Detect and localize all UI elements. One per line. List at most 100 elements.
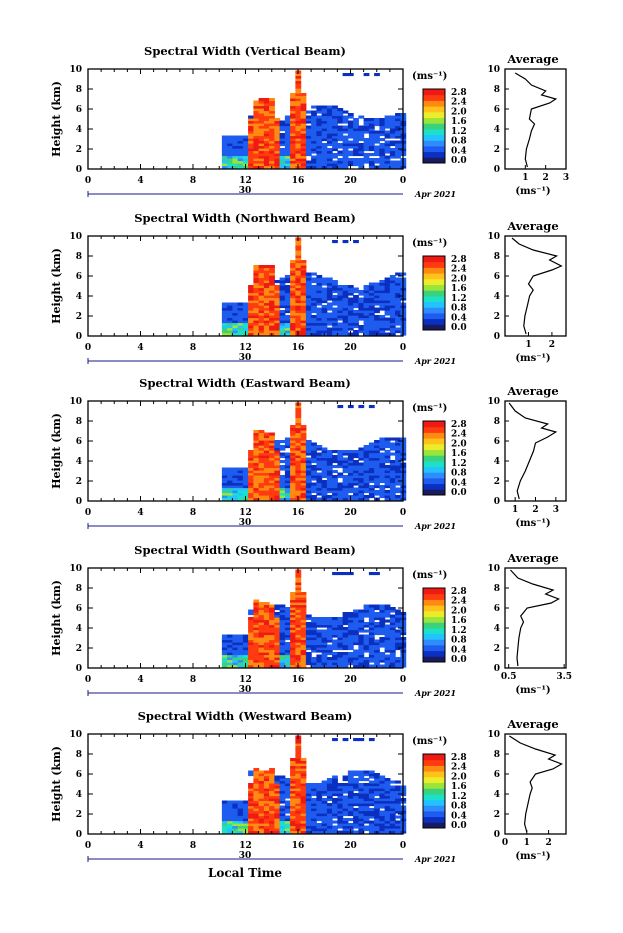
heatmap-cell <box>374 604 380 608</box>
heatmap-cell <box>358 492 365 496</box>
heatmap-cell <box>253 795 260 799</box>
heatmap-cell <box>305 295 312 299</box>
heatmap-cell <box>363 497 370 501</box>
heatmap-cell <box>384 790 391 794</box>
heatmap-cell <box>269 445 275 449</box>
heatmap-cell <box>384 662 391 666</box>
colorbar-segment <box>423 94 445 101</box>
heatmap-cell <box>379 480 386 484</box>
heatmap-cell <box>353 290 359 294</box>
heatmap-cell <box>274 120 281 124</box>
heatmap-cell <box>263 642 270 646</box>
heatmap-cell <box>300 320 307 324</box>
heatmap-cell <box>300 783 307 787</box>
heatmap-cell <box>321 624 328 628</box>
heatmap-cell <box>326 485 333 489</box>
panel-2: Spectral Width (Northward Beam)0246810He… <box>50 211 567 366</box>
heatmap-cell <box>253 317 260 321</box>
heatmap-cell <box>274 495 281 499</box>
heatmap-cell <box>395 290 401 294</box>
heatmap-cell <box>395 133 401 137</box>
heatmap-cell <box>290 267 296 271</box>
heatmap-cell <box>290 302 296 306</box>
heatmap-cell <box>221 820 228 824</box>
heatmap-cell <box>295 647 302 651</box>
heatmap-cell <box>274 657 281 661</box>
heatmap-cell <box>290 607 296 611</box>
heatmap-cell <box>269 617 275 621</box>
heatmap-cell <box>337 115 344 119</box>
heatmap-cell <box>384 163 391 167</box>
heatmap-cell <box>258 497 265 501</box>
heatmap-cell <box>253 815 260 819</box>
heatmap-cell <box>253 310 260 314</box>
heatmap-cell <box>379 783 386 787</box>
heatmap-cell <box>227 140 233 144</box>
heatmap-cell <box>395 128 401 132</box>
heatmap-cell <box>295 740 302 744</box>
heatmap-cell <box>248 285 254 289</box>
heatmap-cell <box>242 160 249 164</box>
heatmap-cell <box>295 808 302 812</box>
heatmap-cell <box>332 125 338 129</box>
heatmap-cell <box>384 783 391 787</box>
heatmap-cell <box>326 634 333 638</box>
heatmap-cell <box>368 297 375 301</box>
colorbar-frame <box>422 88 446 164</box>
heatmap-cell <box>258 778 265 782</box>
heatmap-cell <box>248 322 254 326</box>
heatmap-cell <box>284 617 291 621</box>
heatmap-cell <box>305 148 312 152</box>
heatmap-cell <box>353 150 359 154</box>
heatmap-cell <box>358 609 365 613</box>
heatmap-cell <box>295 133 302 137</box>
heatmap-cell <box>347 133 354 137</box>
heatmap-cell <box>374 455 380 459</box>
profile-frame <box>504 567 567 669</box>
heatmap-cell <box>353 825 359 829</box>
heatmap-cell <box>258 150 265 154</box>
heatmap-cell <box>379 622 386 626</box>
heatmap-cell <box>305 282 312 286</box>
heatmap-cell <box>290 597 296 601</box>
heatmap-cell <box>269 604 275 608</box>
heatmap-cell <box>263 780 270 784</box>
heatmap-cell <box>332 662 338 666</box>
heatmap-cell <box>316 445 323 449</box>
heatmap-cell <box>258 798 265 802</box>
heatmap-cell <box>290 332 296 336</box>
colorbar-segment <box>423 324 445 331</box>
heatmap-cell <box>300 113 307 117</box>
heatmap-cell <box>342 120 349 124</box>
heatmap-cell <box>269 282 275 286</box>
heatmap-cell <box>321 315 328 319</box>
heatmap-cell <box>248 330 254 334</box>
heatmap-cell <box>389 330 396 334</box>
heatmap-cell <box>305 614 312 618</box>
heatmap-cell <box>258 442 265 446</box>
heatmap-cell <box>311 150 317 154</box>
day-label: 30 <box>239 186 252 196</box>
heatmap-cell <box>305 447 312 451</box>
heatmap-cell <box>347 659 354 663</box>
heatmap-cell <box>263 300 270 304</box>
colorbar-tick-label: 2.4 <box>451 763 467 773</box>
heatmap-cell <box>253 307 260 311</box>
colorbar-tick-label: 0.0 <box>451 821 467 831</box>
heatmap-cell <box>316 487 323 491</box>
heatmap-cell <box>379 150 386 154</box>
heatmap-cell <box>316 662 323 666</box>
heatmap-cell <box>321 657 328 661</box>
heatmap-cell <box>311 315 317 319</box>
heatmap-cell <box>337 793 344 797</box>
heatmap-cell <box>374 465 380 469</box>
heatmap-cell <box>279 327 286 331</box>
heatmap-cell <box>389 315 396 319</box>
heatmap-cell <box>311 280 317 284</box>
heatmap-cell <box>263 823 270 827</box>
heatmap-cell <box>227 813 233 817</box>
heatmap-cell <box>337 138 344 142</box>
heatmap-cell <box>326 480 333 484</box>
heatmap-cell <box>363 783 370 787</box>
heatmap-cell <box>242 644 249 648</box>
